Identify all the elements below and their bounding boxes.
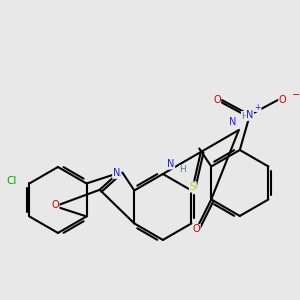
Text: Cl: Cl bbox=[6, 176, 16, 187]
Text: N: N bbox=[167, 159, 175, 169]
Text: S: S bbox=[190, 182, 196, 192]
Text: N: N bbox=[229, 117, 236, 127]
Text: +: + bbox=[255, 103, 261, 112]
Text: O: O bbox=[193, 224, 200, 234]
Text: O: O bbox=[213, 95, 220, 105]
Text: −: − bbox=[292, 90, 300, 100]
Text: H: H bbox=[242, 112, 248, 121]
Text: O: O bbox=[51, 200, 59, 210]
Text: N: N bbox=[113, 168, 120, 178]
Text: N: N bbox=[246, 110, 253, 120]
Text: O: O bbox=[279, 95, 286, 105]
Text: H: H bbox=[179, 166, 186, 175]
